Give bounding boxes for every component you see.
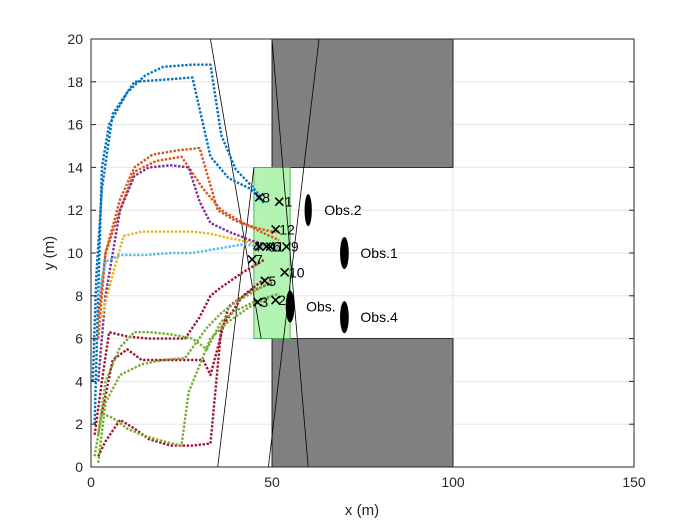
end-marker-label: 5 [268, 273, 276, 289]
end-marker [247, 254, 257, 264]
traj-purple [97, 164, 273, 382]
x-tick-label: 50 [264, 474, 280, 490]
obstacles: Obs.1 Obs.2 Obs. Obs.4 [285, 194, 398, 334]
end-marker [274, 197, 284, 207]
end-marker-label: 7 [255, 251, 263, 267]
trajectories [91, 63, 280, 463]
end-marker-label: 11 [269, 239, 284, 255]
traj-green-1 [93, 294, 273, 457]
obstacle-obs4 [340, 301, 349, 334]
boundary-line [210, 39, 262, 339]
boundary-lines [210, 39, 320, 467]
x-tick-label: 100 [441, 474, 465, 490]
traj-green-3 [97, 279, 273, 463]
end-marker [262, 242, 272, 252]
x-axis-label: x (m) [345, 502, 379, 519]
obstacle-label: Obs.1 [360, 245, 398, 261]
end-marker [265, 242, 275, 252]
obstacle-obs2 [304, 194, 312, 227]
boundary-line [267, 39, 320, 467]
traj-blue-2 [91, 76, 266, 382]
traj-cyan [97, 243, 280, 297]
traj-red-1 [93, 258, 266, 436]
end-marker-label: 1 [285, 194, 293, 210]
y-tick-label: 0 [75, 459, 83, 475]
obstacle-label: Obs.4 [360, 309, 398, 325]
traj-orange-2 [97, 155, 280, 318]
obstacle-label: Obs.2 [324, 202, 362, 218]
end-marker-label: 8 [262, 189, 270, 205]
end-marker-label: 9 [291, 239, 299, 255]
boundary-line [271, 39, 309, 467]
y-tick-label: 4 [75, 373, 83, 389]
traj-orange-1 [97, 146, 280, 339]
end-marker-label: 2 [278, 292, 286, 308]
end-marker-label: 12 [279, 221, 295, 237]
end-marker [280, 267, 290, 277]
y-tick-label: 10 [67, 245, 83, 261]
y-tick-label: 16 [67, 117, 83, 133]
end-marker-label: 4 [253, 239, 261, 255]
obstacle-label: Obs. [306, 299, 336, 315]
y-tick-label: 18 [67, 74, 83, 90]
y-tick-label: 2 [75, 416, 83, 432]
traj-green-2 [97, 292, 280, 436]
end-marker-label: 6 [273, 239, 281, 255]
x-tick-label: 150 [622, 474, 646, 490]
end-marker [254, 192, 264, 202]
end-marker-label: 3 [260, 294, 268, 310]
y-axis-label: y (m) [41, 236, 58, 270]
upper-wall [271, 39, 454, 168]
y-tick-label: 14 [67, 159, 83, 175]
end-marker [271, 295, 281, 305]
obstacle-obs1 [340, 236, 349, 270]
y-tick-label: 8 [75, 288, 83, 304]
boundary-line [217, 167, 255, 467]
end-markers: 8 1 12 76 9 10 53 2 4 11 [247, 189, 305, 310]
end-marker [260, 276, 270, 286]
lower-wall [271, 338, 454, 467]
end-marker-label: 10 [289, 264, 305, 280]
x-tick-label: 0 [87, 474, 95, 490]
end-marker [281, 242, 292, 252]
y-tick-label: 12 [67, 202, 83, 218]
obstacle-obs3 [285, 290, 295, 323]
end-marker [252, 297, 263, 307]
end-marker [254, 242, 264, 252]
y-tick-label: 20 [67, 31, 83, 47]
traj-blue-1 [93, 63, 263, 425]
end-marker [271, 224, 281, 235]
regions [253, 39, 454, 467]
y-tick-label: 6 [75, 331, 83, 347]
